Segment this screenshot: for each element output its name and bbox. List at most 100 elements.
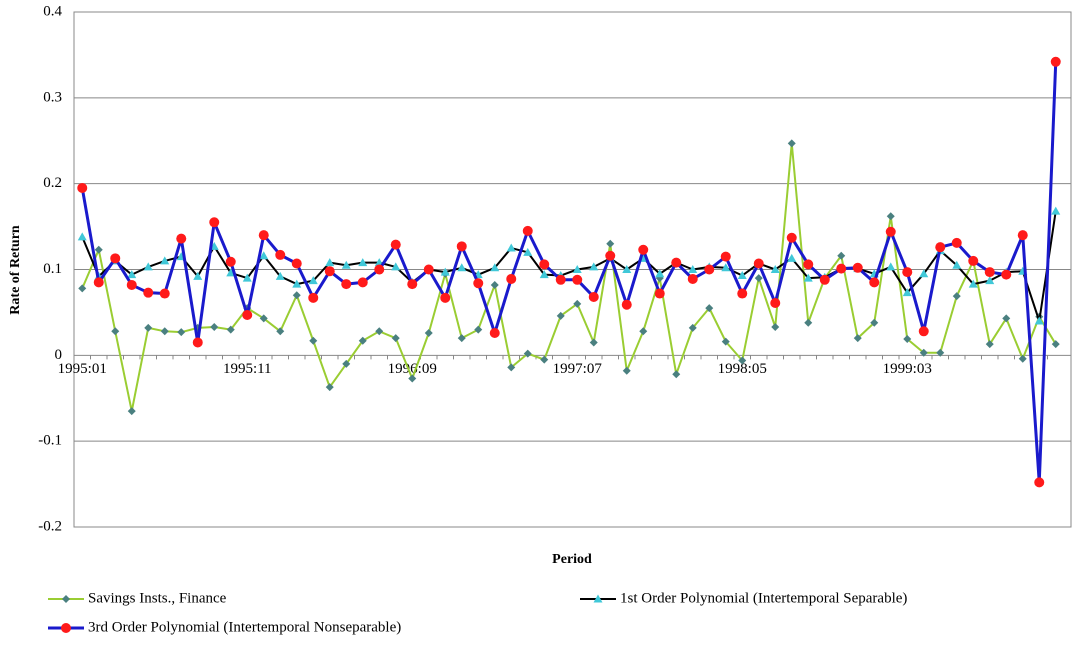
point	[919, 348, 928, 357]
point	[556, 311, 565, 320]
point	[193, 271, 203, 280]
point	[606, 239, 615, 248]
point	[984, 267, 995, 278]
legend-marker	[61, 623, 71, 633]
point	[259, 251, 269, 260]
point	[1050, 56, 1061, 67]
point	[523, 349, 532, 358]
point	[687, 273, 698, 284]
point	[688, 323, 697, 332]
legend-label: 3rd Order Polynomial (Intertemporal Nons…	[88, 619, 401, 635]
x-axis-title: Period	[552, 552, 592, 567]
point	[836, 263, 847, 274]
point	[573, 299, 582, 308]
point	[259, 314, 268, 323]
legend-label: Savings Insts., Finance	[88, 590, 227, 606]
legend-label: 1st Order Polynomial (Intertemporal Sepa…	[620, 590, 907, 606]
point	[968, 279, 978, 288]
point	[357, 277, 368, 288]
legend-marker	[593, 594, 603, 603]
x-tick-label: 1997:07	[553, 361, 603, 377]
point	[242, 309, 253, 320]
point	[770, 265, 780, 273]
point	[688, 265, 698, 273]
legend-marker	[62, 595, 70, 603]
point	[654, 288, 665, 299]
point	[621, 299, 632, 310]
point	[738, 356, 747, 365]
point	[275, 249, 286, 260]
point	[111, 327, 120, 336]
point	[869, 277, 880, 288]
point	[143, 262, 153, 271]
point	[737, 271, 747, 280]
point	[1002, 314, 1011, 323]
point	[935, 242, 946, 253]
point	[391, 334, 400, 343]
point	[721, 337, 730, 346]
point	[110, 253, 121, 264]
point	[852, 262, 863, 273]
point	[605, 250, 616, 261]
point	[1017, 230, 1028, 241]
point	[507, 363, 516, 372]
point	[490, 280, 499, 289]
point	[490, 263, 500, 272]
point	[787, 139, 796, 148]
point	[555, 274, 566, 285]
point	[522, 225, 533, 236]
point	[276, 327, 285, 336]
point	[291, 258, 302, 269]
point	[77, 232, 87, 241]
point	[506, 273, 517, 284]
point	[456, 241, 467, 252]
y-tick-label: 0	[55, 347, 63, 363]
point	[672, 370, 681, 379]
point	[258, 230, 269, 241]
point	[886, 212, 895, 221]
point	[771, 323, 780, 332]
point	[1051, 340, 1060, 349]
point	[325, 258, 335, 267]
point	[721, 263, 731, 272]
point	[819, 274, 830, 285]
point	[226, 325, 235, 334]
point	[786, 232, 797, 243]
point	[341, 279, 352, 290]
point	[885, 226, 896, 237]
point	[572, 265, 582, 273]
point	[209, 217, 220, 228]
point	[770, 297, 781, 308]
y-axis-title: Rate of Return	[8, 225, 23, 315]
point	[94, 245, 103, 254]
point	[127, 407, 136, 416]
point	[358, 336, 367, 345]
point	[918, 326, 929, 337]
point	[588, 291, 599, 302]
point	[704, 264, 715, 275]
point	[424, 329, 433, 338]
point	[1034, 477, 1045, 488]
point	[804, 318, 813, 327]
point	[127, 270, 137, 279]
point	[539, 270, 549, 279]
point	[622, 366, 631, 375]
point	[737, 288, 748, 299]
y-tick-label: 0.1	[43, 261, 62, 277]
y-tick-label: -0.1	[38, 433, 62, 449]
point	[870, 318, 879, 327]
point	[705, 304, 714, 313]
y-tick-label: -0.2	[38, 518, 62, 534]
point	[177, 328, 186, 337]
point	[589, 338, 598, 347]
point	[622, 265, 632, 273]
point	[275, 271, 285, 280]
point	[423, 264, 434, 275]
point	[837, 251, 846, 260]
point	[803, 259, 814, 270]
point	[144, 323, 153, 332]
point	[985, 276, 995, 285]
point	[160, 256, 170, 265]
point	[78, 284, 87, 293]
point	[159, 288, 170, 299]
